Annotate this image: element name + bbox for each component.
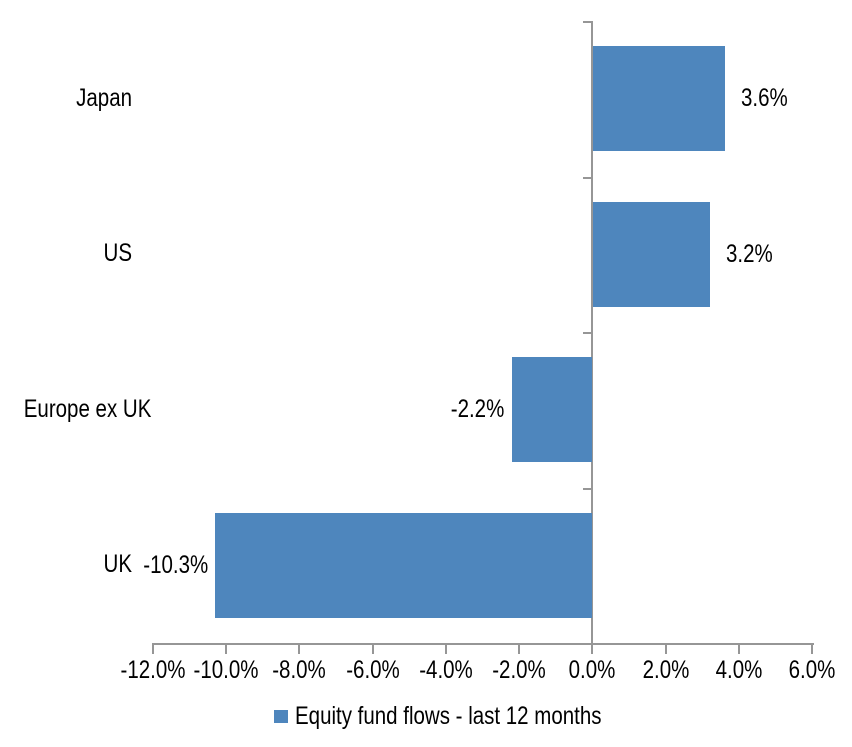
data-label-japan-text: 3.6% bbox=[741, 84, 788, 113]
category-label-europe-ex-uk: Europe ex UK bbox=[23, 394, 152, 423]
x-tick-label: -4.0% bbox=[419, 656, 473, 684]
x-axis-tick bbox=[152, 643, 154, 654]
bar-us bbox=[593, 201, 711, 307]
x-tick-label: 6.0% bbox=[788, 656, 836, 684]
x-tick-label: 4.0% bbox=[715, 656, 763, 684]
x-axis-tick bbox=[591, 643, 594, 654]
data-label-japan: 3.6% bbox=[741, 46, 798, 151]
legend-label: Equity fund flows - last 12 months bbox=[295, 702, 602, 730]
data-label-us: 3.2% bbox=[726, 202, 783, 307]
x-axis-tick bbox=[225, 643, 228, 654]
bar-uk bbox=[215, 512, 593, 618]
x-axis-tick bbox=[664, 643, 667, 654]
x-tick-label: -12.0% bbox=[120, 656, 186, 684]
category-label-uk: UK bbox=[103, 550, 132, 579]
x-axis-tick bbox=[444, 643, 447, 654]
bar-europe-ex-uk bbox=[511, 357, 593, 463]
x-tick-label: 0.0% bbox=[568, 656, 616, 684]
data-label-uk: -10.3% bbox=[0, 513, 208, 618]
x-axis-tick bbox=[737, 643, 740, 654]
x-axis-tick bbox=[298, 643, 301, 654]
x-tick-label: -8.0% bbox=[272, 656, 327, 684]
data-label-europe-ex-uk: -2.2% bbox=[285, 357, 505, 462]
y-axis-tick bbox=[583, 21, 592, 23]
bar-japan bbox=[593, 46, 726, 152]
legend: Equity fund flows - last 12 months bbox=[274, 703, 669, 730]
x-tick-label: -2.0% bbox=[492, 656, 546, 684]
legend-color-marker bbox=[274, 710, 288, 723]
y-axis-tick bbox=[583, 332, 592, 334]
y-axis-tick bbox=[583, 176, 592, 179]
x-tick-label: 2.0% bbox=[642, 656, 689, 684]
y-axis-tick bbox=[583, 487, 592, 490]
data-label-uk-text: -10.3% bbox=[143, 550, 209, 579]
data-label-us-text: 3.2% bbox=[726, 239, 774, 268]
x-axis-tick bbox=[518, 643, 521, 654]
x-axis-line bbox=[153, 643, 814, 645]
category-label-us: US bbox=[103, 239, 132, 268]
y-axis-line bbox=[591, 21, 594, 643]
category-label-japan: Japan bbox=[76, 83, 132, 112]
x-tick-label: -6.0% bbox=[345, 656, 400, 684]
x-tick-label: -10.0% bbox=[193, 656, 259, 684]
x-axis-tick bbox=[371, 643, 374, 654]
data-label-europe-ex-uk-text: -2.2% bbox=[451, 395, 505, 424]
x-axis-tick bbox=[811, 643, 813, 654]
